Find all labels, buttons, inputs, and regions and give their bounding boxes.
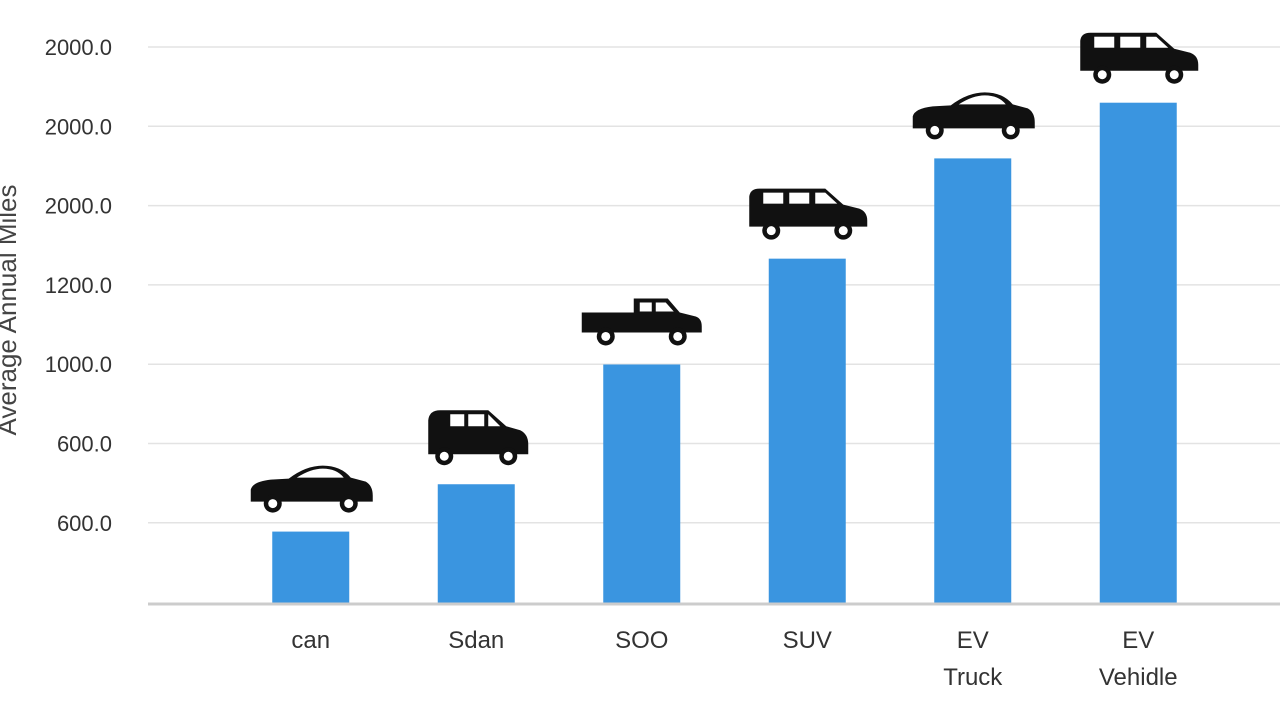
y-axis-title: Average Annual Miles <box>0 184 22 435</box>
x-category-label: Sdan <box>448 627 504 654</box>
vehicle-icons <box>250 32 1199 513</box>
minivan-icon <box>1080 32 1199 84</box>
x-category-label: can <box>291 627 330 654</box>
bar-3 <box>768 258 846 604</box>
x-category-label: SOO <box>615 627 668 654</box>
x-category-label: Vehidle <box>1099 664 1178 691</box>
pickup-truck-icon <box>581 298 702 346</box>
x-category-label: EV <box>1122 627 1154 654</box>
y-tick-label: 2000.0 <box>45 35 112 60</box>
y-tick-label: 2000.0 <box>45 194 112 219</box>
bar-1 <box>437 484 515 604</box>
y-tick-label: 2000.0 <box>45 114 112 139</box>
gridlines <box>148 46 1280 524</box>
y-tick-label: 1200.0 <box>45 273 112 298</box>
x-category-label: EV <box>957 627 989 654</box>
sedan-car-icon <box>912 92 1035 140</box>
x-category-labels: can Sdan SOO SUV EV Truck EV Vehidle <box>291 627 1177 691</box>
minivan-icon <box>749 188 868 240</box>
suv-car-icon <box>428 410 529 466</box>
y-tick-label: 600.0 <box>57 432 112 457</box>
y-tick-label: 1000.0 <box>45 352 112 377</box>
y-tick-labels: 2000.0 2000.0 2000.0 1200.0 1000.0 600.0 600.0 <box>45 35 112 536</box>
x-category-label: Truck <box>943 664 1003 691</box>
bar-5 <box>1099 102 1177 604</box>
x-category-label: SUV <box>783 627 832 654</box>
y-tick-label: 600.0 <box>57 511 112 536</box>
bar-4 <box>934 158 1012 604</box>
bar-0 <box>272 531 350 604</box>
bars <box>272 102 1177 604</box>
sedan-car-icon <box>250 465 373 513</box>
bar-2 <box>603 364 681 604</box>
